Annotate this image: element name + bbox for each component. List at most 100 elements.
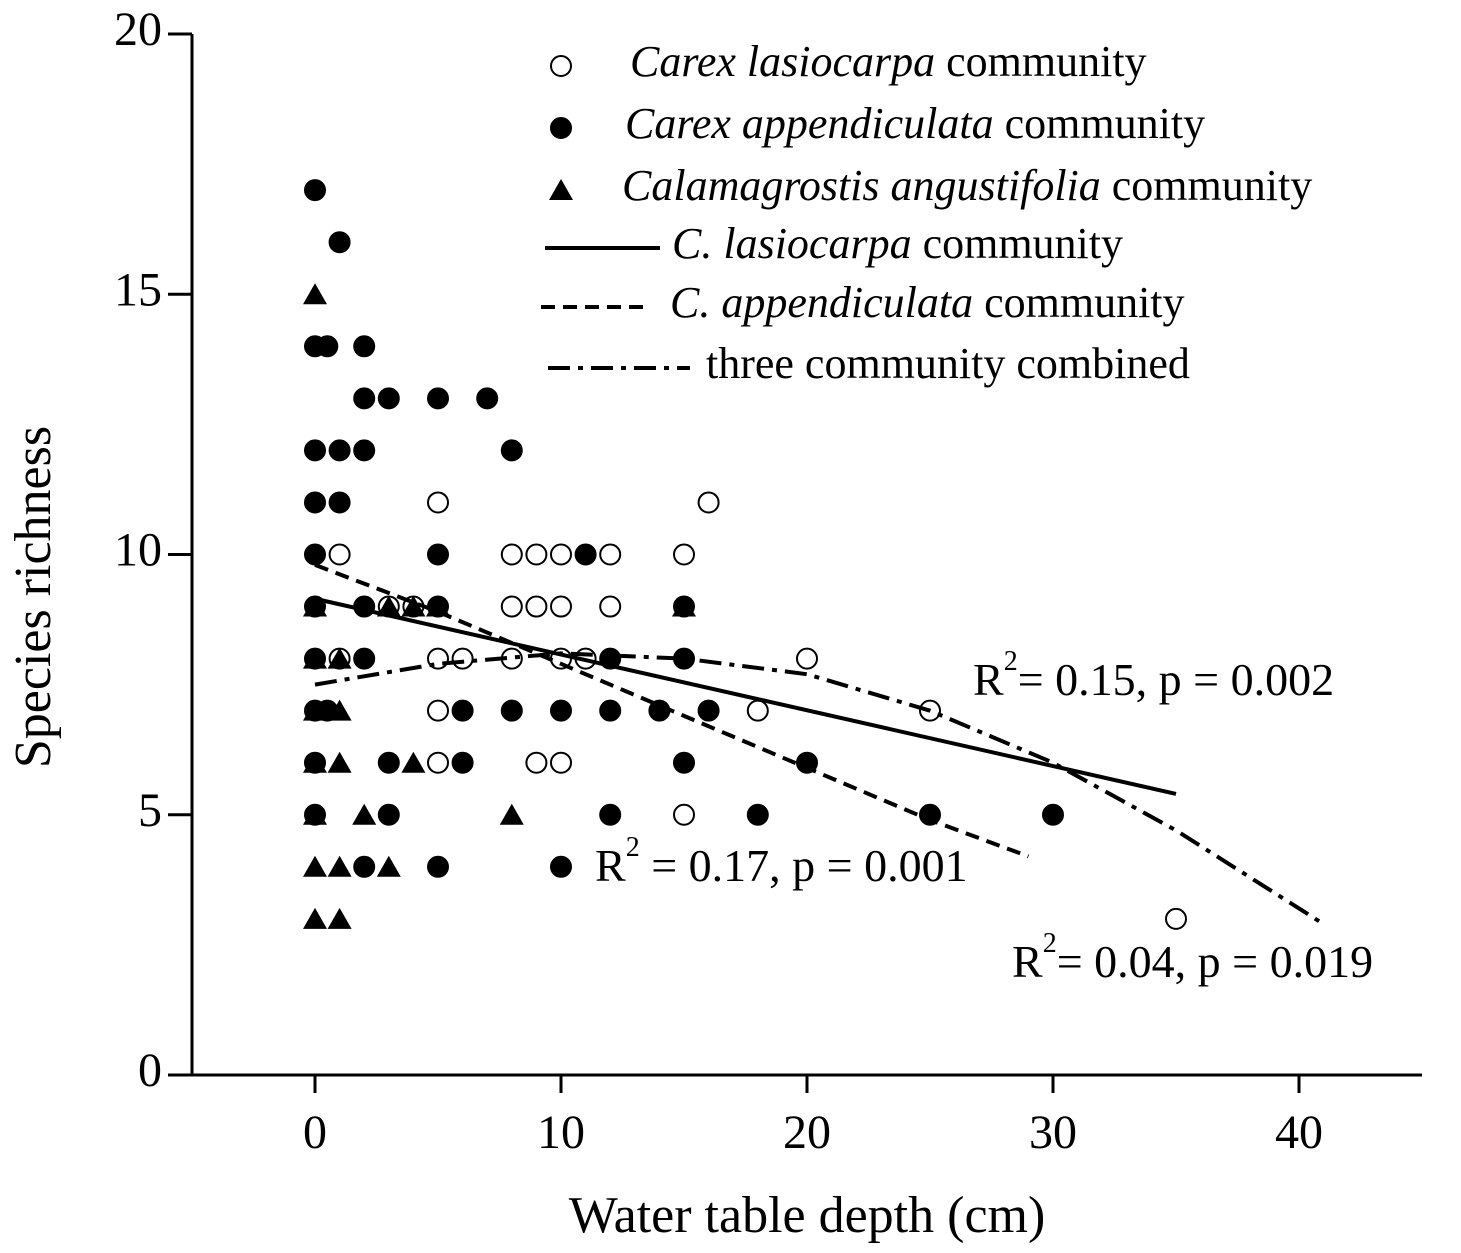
point	[451, 699, 474, 722]
point	[304, 179, 326, 202]
point	[303, 283, 327, 305]
point	[500, 543, 523, 566]
point	[599, 543, 622, 566]
legend-label: three community combined	[706, 339, 1190, 388]
point	[746, 803, 769, 826]
point	[574, 543, 597, 566]
point	[303, 647, 327, 669]
point	[304, 491, 326, 514]
point	[353, 387, 376, 410]
point	[525, 543, 548, 566]
point	[401, 595, 426, 617]
point	[427, 699, 449, 722]
y-tick-label: 0	[138, 1044, 162, 1097]
point	[427, 855, 449, 878]
point	[377, 387, 400, 410]
point	[304, 439, 326, 462]
point	[377, 803, 400, 826]
annotation-sup: 2	[1043, 928, 1057, 959]
x-tick-label: 0	[303, 1106, 327, 1159]
point	[327, 751, 352, 773]
point	[426, 595, 450, 617]
point	[377, 751, 400, 774]
legend-marker	[550, 117, 572, 139]
point	[499, 803, 524, 825]
point	[376, 855, 401, 877]
point	[796, 751, 818, 774]
point	[353, 855, 376, 878]
point	[451, 647, 474, 670]
point	[427, 543, 449, 566]
point	[599, 699, 622, 722]
point	[550, 543, 572, 566]
point	[673, 803, 695, 826]
point	[328, 231, 351, 254]
y-axis-label: Species richness	[5, 426, 62, 768]
fit-line	[314, 651, 1325, 926]
point	[550, 751, 572, 774]
legend-label: Carex lasiocarpa community	[630, 37, 1147, 86]
point	[673, 543, 695, 566]
legend-label: Calamagrostis angustifolia community	[622, 161, 1312, 210]
legend-label: C. appendiculata community	[670, 278, 1185, 327]
point	[376, 595, 401, 617]
point	[327, 907, 352, 929]
legend-marker	[550, 55, 572, 77]
annotation: R2= 0.15, p = 0.002	[973, 646, 1334, 704]
point	[451, 751, 474, 774]
x-tick-label: 30	[1029, 1106, 1077, 1159]
annotation-part: R	[1012, 936, 1043, 987]
point	[401, 751, 426, 773]
point	[672, 595, 696, 617]
fit-line	[314, 563, 1030, 859]
y-tick-label: 20	[114, 3, 162, 56]
point	[599, 595, 622, 618]
annotation-part: = 0.04, p = 0.019	[1057, 936, 1373, 987]
fit-line	[314, 596, 1177, 796]
annotation-part: R	[595, 840, 626, 891]
point	[427, 491, 449, 514]
point	[353, 439, 376, 462]
legend-marker	[549, 179, 573, 200]
point	[697, 491, 720, 514]
annotation-part: R	[973, 654, 1004, 705]
x-axis-label: Water table depth (cm)	[569, 1187, 1046, 1244]
point	[1165, 907, 1187, 930]
point	[500, 699, 523, 722]
point	[746, 699, 769, 722]
point	[327, 699, 352, 721]
point	[550, 595, 572, 618]
point	[327, 855, 352, 877]
x-tick-label: 20	[783, 1106, 831, 1159]
x-tick-label: 40	[1275, 1106, 1323, 1159]
y-tick-label: 10	[114, 524, 162, 577]
point	[327, 647, 352, 669]
point	[673, 751, 695, 774]
point	[500, 439, 523, 462]
point	[1042, 803, 1064, 826]
point	[353, 335, 376, 358]
point	[303, 595, 327, 617]
point	[328, 543, 351, 566]
annotation: R2= 0.04, p = 0.019	[1012, 928, 1373, 986]
point	[303, 855, 327, 877]
point	[697, 699, 720, 722]
point	[500, 595, 523, 618]
y-tick-label: 15	[114, 263, 162, 316]
point	[525, 595, 548, 618]
y-tick-label: 5	[138, 784, 162, 837]
point	[303, 907, 327, 929]
point	[328, 491, 351, 514]
point	[550, 699, 572, 722]
point	[427, 387, 449, 410]
point	[796, 647, 818, 670]
legend-label: C. lasiocarpa community	[672, 219, 1123, 268]
point	[303, 751, 327, 773]
annotation-part: = 0.17, p = 0.001	[640, 840, 968, 891]
point	[550, 855, 572, 878]
annotation: R2 = 0.17, p = 0.001	[595, 832, 968, 890]
annotation-sup: 2	[1004, 646, 1018, 677]
point	[328, 439, 351, 462]
point	[304, 543, 326, 566]
